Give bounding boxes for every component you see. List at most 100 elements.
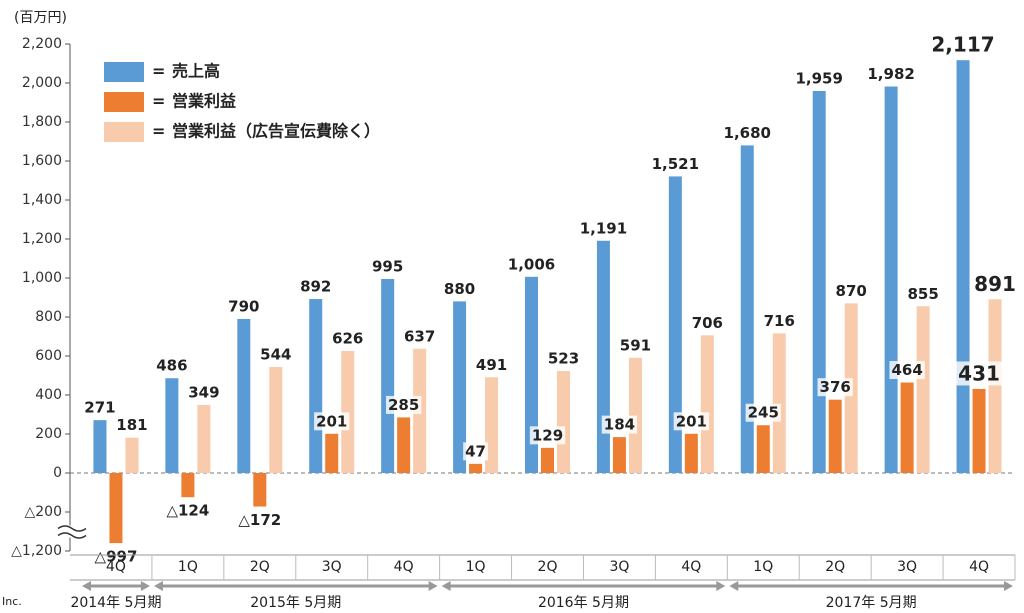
legend-separator: = [152,122,165,141]
label-bg [529,426,566,445]
value-label: 271 [84,399,115,417]
bar [485,377,499,473]
x-tick-label: 4Q [394,559,414,575]
y-tick-label: 1,600 [22,153,62,169]
value-label: 1,959 [795,69,842,87]
footer: Inc. [2,595,22,608]
value-label: 1,191 [580,219,627,237]
bar [237,318,251,473]
bar [684,433,698,473]
legend-swatch [104,62,144,82]
value-label: 790 [228,297,259,315]
bar [956,60,970,474]
value-label: △124 [166,502,209,520]
value-label: 184 [604,416,635,434]
value-label: 486 [156,357,187,375]
value-label: 544 [260,345,291,363]
bar [541,447,554,473]
period-label: 2015年 5月期 [250,595,341,611]
x-tick-label: 3Q [897,559,917,575]
bar [109,473,123,544]
label-bg [385,395,422,414]
value-label: 637 [404,327,435,345]
bar [628,357,642,473]
value-label: 855 [907,285,938,303]
value-label: 591 [620,336,651,354]
value-label: 491 [476,356,507,374]
label-bg [745,403,781,422]
y-tick-label: 2,200 [22,36,62,52]
y-tick-label: 0 [53,465,62,481]
bar [397,417,411,473]
value-label: 2,117 [931,33,994,57]
bar [181,473,195,498]
value-label: 1,521 [652,155,699,173]
bar [668,176,682,473]
bar [972,388,986,473]
bar [772,333,786,473]
value-label: 376 [820,378,851,396]
value-label: △997 [95,548,138,566]
x-tick-label: 4Q [106,559,126,575]
bar [253,473,267,507]
legend-separator: = [152,62,165,81]
value-label: 47 [465,442,486,460]
bar [341,350,355,473]
bar [469,463,483,473]
label-bg [889,361,925,380]
x-tick-label: 1Q [178,559,198,575]
bar [612,437,626,473]
value-label: 880 [444,280,475,298]
bar [269,366,283,473]
y-tick-label: 1,000 [22,270,62,286]
bar [900,382,914,473]
value-label: 245 [748,404,779,422]
y-tick-label: 600 [35,348,62,364]
value-label: 523 [548,350,579,368]
x-tick-label: 4Q [969,559,989,575]
value-label: 181 [116,416,147,434]
bar [453,301,467,473]
axis-break-gap [58,525,88,538]
value-label: 1,680 [724,124,771,142]
value-label: △172 [238,511,281,529]
y-tick-label: 1,800 [22,114,62,130]
legend-label: 営業利益 [172,92,236,111]
value-label: 129 [532,426,563,444]
y-tick-label: 400 [35,387,62,403]
x-tick-label: 2Q [825,559,845,575]
x-tick-label: 2Q [250,559,270,575]
x-tick-label: 1Q [753,559,773,575]
legend-label: 営業利益（広告宣伝費除く） [172,122,380,141]
bar [165,378,179,473]
legend-label: 売上高 [172,62,220,81]
value-label: 995 [372,257,403,275]
value-label: 891 [974,272,1016,296]
bar [93,420,107,473]
bar [828,399,842,473]
label-bg [817,378,853,397]
bar [557,371,570,473]
legend-swatch [104,122,144,142]
bar [988,299,1002,473]
value-label: 285 [388,396,419,414]
bar [125,437,139,473]
label-bg [601,415,638,434]
y-tick-label: 2,000 [22,75,62,91]
bar [812,90,826,474]
period-label: 2017年 5月期 [826,595,917,611]
label-bg [314,412,350,431]
y-tick-label: 1,200 [22,231,62,247]
y-tick-label: 200 [35,426,62,442]
period-label: 2014年 5月期 [70,595,161,611]
bar [525,276,538,473]
legend-swatch [104,92,144,112]
x-tick-label: 2Q [538,559,558,575]
value-label: 464 [891,361,922,379]
label-bg [956,361,1002,386]
y-tick-label: 800 [35,309,62,325]
bar [916,306,930,473]
value-label: 201 [316,412,347,430]
y-tick-label: △200 [25,504,63,520]
value-label: 626 [332,329,363,347]
